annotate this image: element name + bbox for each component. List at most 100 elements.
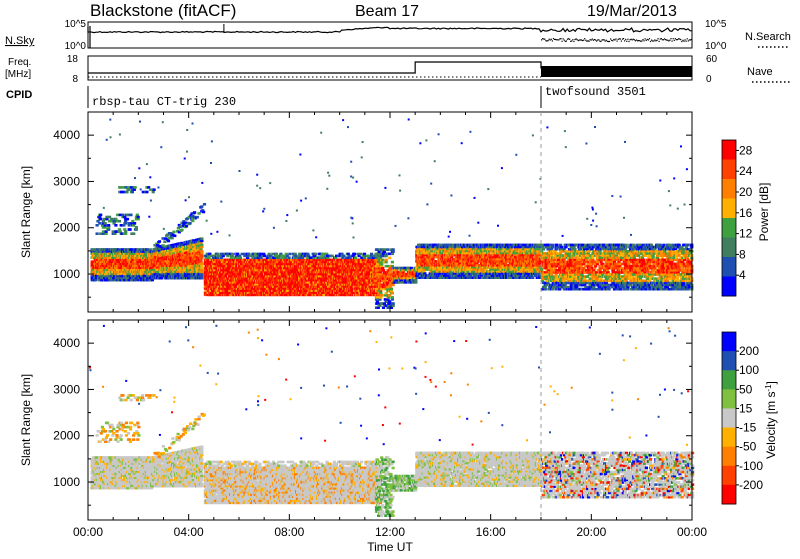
- nsearch-dot: [583, 40, 584, 41]
- nsearch-dot: [638, 40, 639, 41]
- nsearch-dot: [601, 39, 602, 40]
- nsearch-dot: [566, 40, 567, 41]
- beam-title: Beam 17: [355, 3, 419, 20]
- nsearch-dot: [684, 39, 685, 40]
- nsearch-dot: [657, 38, 658, 39]
- nsearch-dot: [642, 39, 643, 40]
- nsearch-dot: [561, 41, 562, 42]
- nsearch-dot: [594, 39, 595, 40]
- nsearch-dot: [617, 41, 618, 42]
- nsearch-tick-top: 10^5: [705, 19, 727, 30]
- nsearch-dot: [625, 39, 626, 40]
- nsearch-dot: [687, 38, 688, 39]
- radar-title: Blackstone (fitACF): [90, 1, 236, 20]
- nsearch-dot: [552, 40, 553, 41]
- nsearch-dot: [592, 38, 593, 39]
- nsearch-dot: [661, 38, 662, 39]
- nsky-label: N.Sky: [5, 35, 35, 47]
- nsearch-dot: [598, 39, 599, 40]
- nsearch-dot: [555, 39, 556, 40]
- nsearch-dot: [680, 39, 681, 40]
- nsearch-dot: [558, 39, 559, 40]
- nsearch-dot: [569, 39, 570, 40]
- power-scatter: [91, 119, 694, 310]
- nsearch-dot: [570, 41, 571, 42]
- nsearch-dot: [641, 40, 642, 41]
- nsearch-dot: [590, 39, 591, 40]
- nsearch-dot: [673, 38, 674, 39]
- scatter-cell: [200, 250, 203, 253]
- nsearch-dot: [664, 38, 665, 39]
- nsearch-dot: [643, 40, 644, 41]
- nsearch-dot: [650, 41, 651, 42]
- nsearch-dot: [574, 39, 575, 40]
- nsearch-dot: [636, 39, 637, 40]
- nsearch-dot: [647, 39, 648, 40]
- nsearch-dot: [639, 40, 640, 41]
- freq-tick-top: 18: [67, 54, 79, 65]
- nave-tick-top: 60: [706, 54, 718, 65]
- scatter-cell: [200, 244, 203, 247]
- noise-lines: [88, 24, 692, 48]
- nsearch-dot: [582, 40, 583, 41]
- nsearch-dot: [656, 40, 657, 41]
- nsearch-dot: [565, 41, 566, 42]
- nsky-tick-bottom: 10^0: [65, 41, 87, 52]
- nsearch-dot: [691, 39, 692, 40]
- nsearch-dot: [577, 39, 578, 40]
- nsearch-dot: [665, 39, 666, 40]
- nsearch-dot: [606, 40, 607, 41]
- nsearch-dot: [676, 39, 677, 40]
- nsearch-dot: [652, 40, 653, 41]
- date-title: 19/Mar/2013: [587, 3, 677, 20]
- freq-unit: [MHz]: [5, 69, 31, 80]
- nsearch-dot: [681, 41, 682, 42]
- nsearch-dot: [678, 38, 679, 39]
- nsearch-dot: [674, 40, 675, 41]
- nsearch-dot: [541, 39, 542, 40]
- scatter-cell: [200, 237, 203, 240]
- nsearch-dot: [544, 39, 545, 40]
- nsearch-dot: [667, 40, 668, 41]
- nsearch-dot: [591, 39, 592, 40]
- nsearch-dot: [599, 40, 600, 41]
- nsearch-dot: [595, 39, 596, 40]
- nsearch-dot: [554, 39, 555, 40]
- nsearch-dot: [640, 41, 641, 42]
- nsearch-dot: [618, 39, 619, 40]
- nsearch-dot: [622, 39, 623, 40]
- nsearch-dot: [669, 40, 670, 41]
- nsearch-dot: [547, 40, 548, 41]
- nsearch-dot: [567, 39, 568, 40]
- nsearch-dot: [613, 39, 614, 40]
- cpid-program-1: rbsp-tau CT-trig 230: [92, 95, 236, 109]
- nsearch-dot: [662, 39, 663, 40]
- nsearch-dot: [635, 40, 636, 41]
- nsearch-dot: [611, 40, 612, 41]
- nsearch-dot: [546, 40, 547, 41]
- nsearch-dot: [637, 40, 638, 41]
- nsearch-dot: [580, 39, 581, 40]
- nsearch-dot: [612, 40, 613, 41]
- nsearch-dot: [651, 40, 652, 41]
- nsearch-dot: [624, 40, 625, 41]
- nsearch-dot: [670, 38, 671, 39]
- nsearch-dot: [608, 41, 609, 42]
- nsearch-dot: [586, 41, 587, 42]
- nsearch-dot: [677, 39, 678, 40]
- nsearch-dot: [623, 38, 624, 39]
- nsearch-dot: [571, 40, 572, 41]
- nsearch-dot: [607, 41, 608, 42]
- nsearch-dot: [666, 39, 667, 40]
- nsearch-dot: [633, 39, 634, 40]
- nsearch-dot: [560, 38, 561, 39]
- nsearch-dot: [689, 39, 690, 40]
- nsearch-dot: [609, 41, 610, 42]
- nsearch-dot: [587, 40, 588, 41]
- nsearch-dot: [596, 40, 597, 41]
- nsearch-dot: [629, 39, 630, 40]
- noise-panel-frame: [88, 22, 692, 48]
- nsearch-dot: [632, 39, 633, 40]
- nsearch-dot: [568, 38, 569, 39]
